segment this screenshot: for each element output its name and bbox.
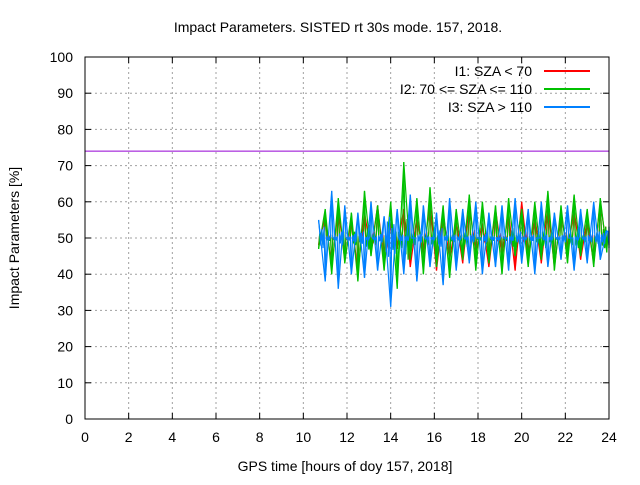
y-axis-label: Impact Parameters [%] [6, 167, 22, 309]
x-tick-label: 12 [339, 429, 355, 445]
plot-border [84, 56, 610, 420]
x-tick-label: 4 [168, 429, 176, 445]
x-tick-label: 16 [427, 429, 443, 445]
x-tick-label: 14 [383, 429, 399, 445]
x-tick-label: 18 [470, 429, 486, 445]
y-tick-label: 90 [57, 85, 73, 101]
chart-title: Impact Parameters. SISTED rt 30s mode. 1… [174, 19, 502, 35]
legend-label: I3: SZA > 110 [448, 99, 532, 115]
y-tick-label: 70 [57, 158, 73, 174]
x-tick-label: 24 [601, 429, 617, 445]
x-tick-label: 2 [125, 429, 133, 445]
y-tick-label: 60 [57, 194, 73, 210]
legend: I1: SZA < 70 I2: 70 <= SZA <= 110 I3: SZA … [400, 63, 590, 115]
x-tick-label: 0 [81, 429, 89, 445]
x-tick-label: 20 [514, 429, 530, 445]
x-tick-label: 8 [256, 429, 264, 445]
series-peaks-2 [318, 161, 608, 289]
x-tick-label: 22 [558, 429, 574, 445]
y-tick-label: 20 [57, 339, 73, 355]
legend-label: I1: SZA < 70 [455, 63, 533, 79]
series-peaks-3 [318, 190, 608, 307]
y-tick-label: 40 [57, 266, 73, 282]
x-tick-label: 6 [212, 429, 220, 445]
y-tick-label: 30 [57, 302, 73, 318]
y-tick-label: 80 [57, 121, 73, 137]
y-tick-label: 50 [57, 230, 73, 246]
y-tick-label: 10 [57, 375, 73, 391]
y-tick-label: 100 [50, 49, 74, 65]
x-axis-label: GPS time [hours of doy 157, 2018] [238, 458, 453, 474]
series-group [318, 161, 610, 307]
y-tick-label: 0 [65, 411, 73, 427]
legend-label: I2: 70 <= SZA <= 110 [400, 81, 532, 97]
axis-ticks: 0 2 4 6 8 10 12 14 16 18 20 22 240102030405060708090… [50, 49, 617, 445]
x-tick-label: 10 [296, 429, 312, 445]
